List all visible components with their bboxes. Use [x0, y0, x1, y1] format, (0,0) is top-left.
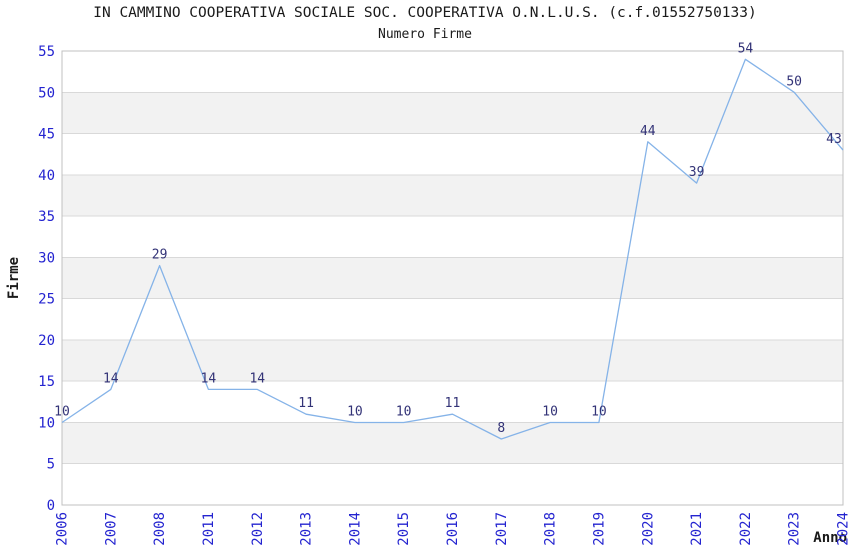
x-tick-label: 2018: [543, 512, 559, 546]
y-tick-label: 50: [38, 85, 55, 101]
point-label: 10: [54, 405, 70, 420]
x-tick-label: 2013: [299, 512, 315, 546]
y-tick-label: 25: [38, 292, 55, 308]
x-tick-label: 2020: [640, 512, 656, 546]
point-label: 10: [591, 405, 607, 420]
point-label: 14: [201, 371, 217, 386]
y-tick-label: 55: [38, 44, 55, 60]
x-tick-label: 2022: [738, 512, 754, 546]
x-tick-label: 2021: [689, 512, 705, 546]
plot-border: [61, 50, 844, 506]
point-label: 14: [103, 371, 119, 386]
point-label: 50: [786, 74, 802, 89]
x-tick-label: 2017: [494, 512, 510, 546]
x-tick-label: 2011: [201, 512, 217, 546]
grid-band: [62, 174, 843, 217]
point-label: 14: [249, 371, 265, 386]
x-tick-label: 2008: [152, 512, 168, 546]
point-label: 54: [738, 41, 754, 56]
y-tick-label: 45: [38, 127, 55, 143]
x-tick-label: 2006: [55, 512, 71, 546]
point-label: 8: [497, 421, 505, 436]
point-label: 39: [689, 165, 705, 180]
y-tick-label: 30: [38, 250, 55, 266]
y-tick-label: 35: [38, 209, 55, 225]
chart-line: [61, 58, 844, 440]
y-tick-label: 0: [47, 498, 55, 514]
x-tick-label: 2016: [445, 512, 461, 546]
y-tick-label: 15: [38, 374, 55, 390]
x-tick-label: 2014: [347, 512, 363, 546]
point-label: 11: [298, 396, 314, 411]
y-tick-label: 20: [38, 333, 55, 349]
grid-band: [62, 257, 843, 299]
grid-band: [62, 422, 843, 464]
x-tick-label: 2019: [591, 512, 607, 546]
grid-band: [62, 92, 843, 134]
point-label: 10: [542, 405, 558, 420]
point-label: 10: [347, 405, 363, 420]
x-tick-label: 2024: [836, 512, 850, 546]
y-tick-label: 40: [38, 168, 55, 184]
x-tick-label: 2015: [396, 512, 412, 546]
point-label: 10: [396, 405, 412, 420]
grid-band: [62, 339, 843, 382]
point-label: 11: [445, 396, 461, 411]
point-label: 43: [826, 132, 842, 147]
point-label: 44: [640, 124, 656, 139]
y-tick-label: 10: [38, 415, 55, 431]
x-tick-label: 2023: [787, 512, 803, 546]
y-tick-label: 5: [47, 457, 55, 473]
x-tick-label: 2012: [250, 512, 266, 546]
x-axis-title: Anno: [813, 530, 847, 546]
chart-subtitle: Numero Firme: [378, 27, 472, 42]
point-label: 29: [152, 248, 168, 263]
x-tick-label: 2007: [103, 512, 119, 546]
chart-title: IN CAMMINO COOPERATIVA SOCIALE SOC. COOP…: [93, 5, 757, 21]
